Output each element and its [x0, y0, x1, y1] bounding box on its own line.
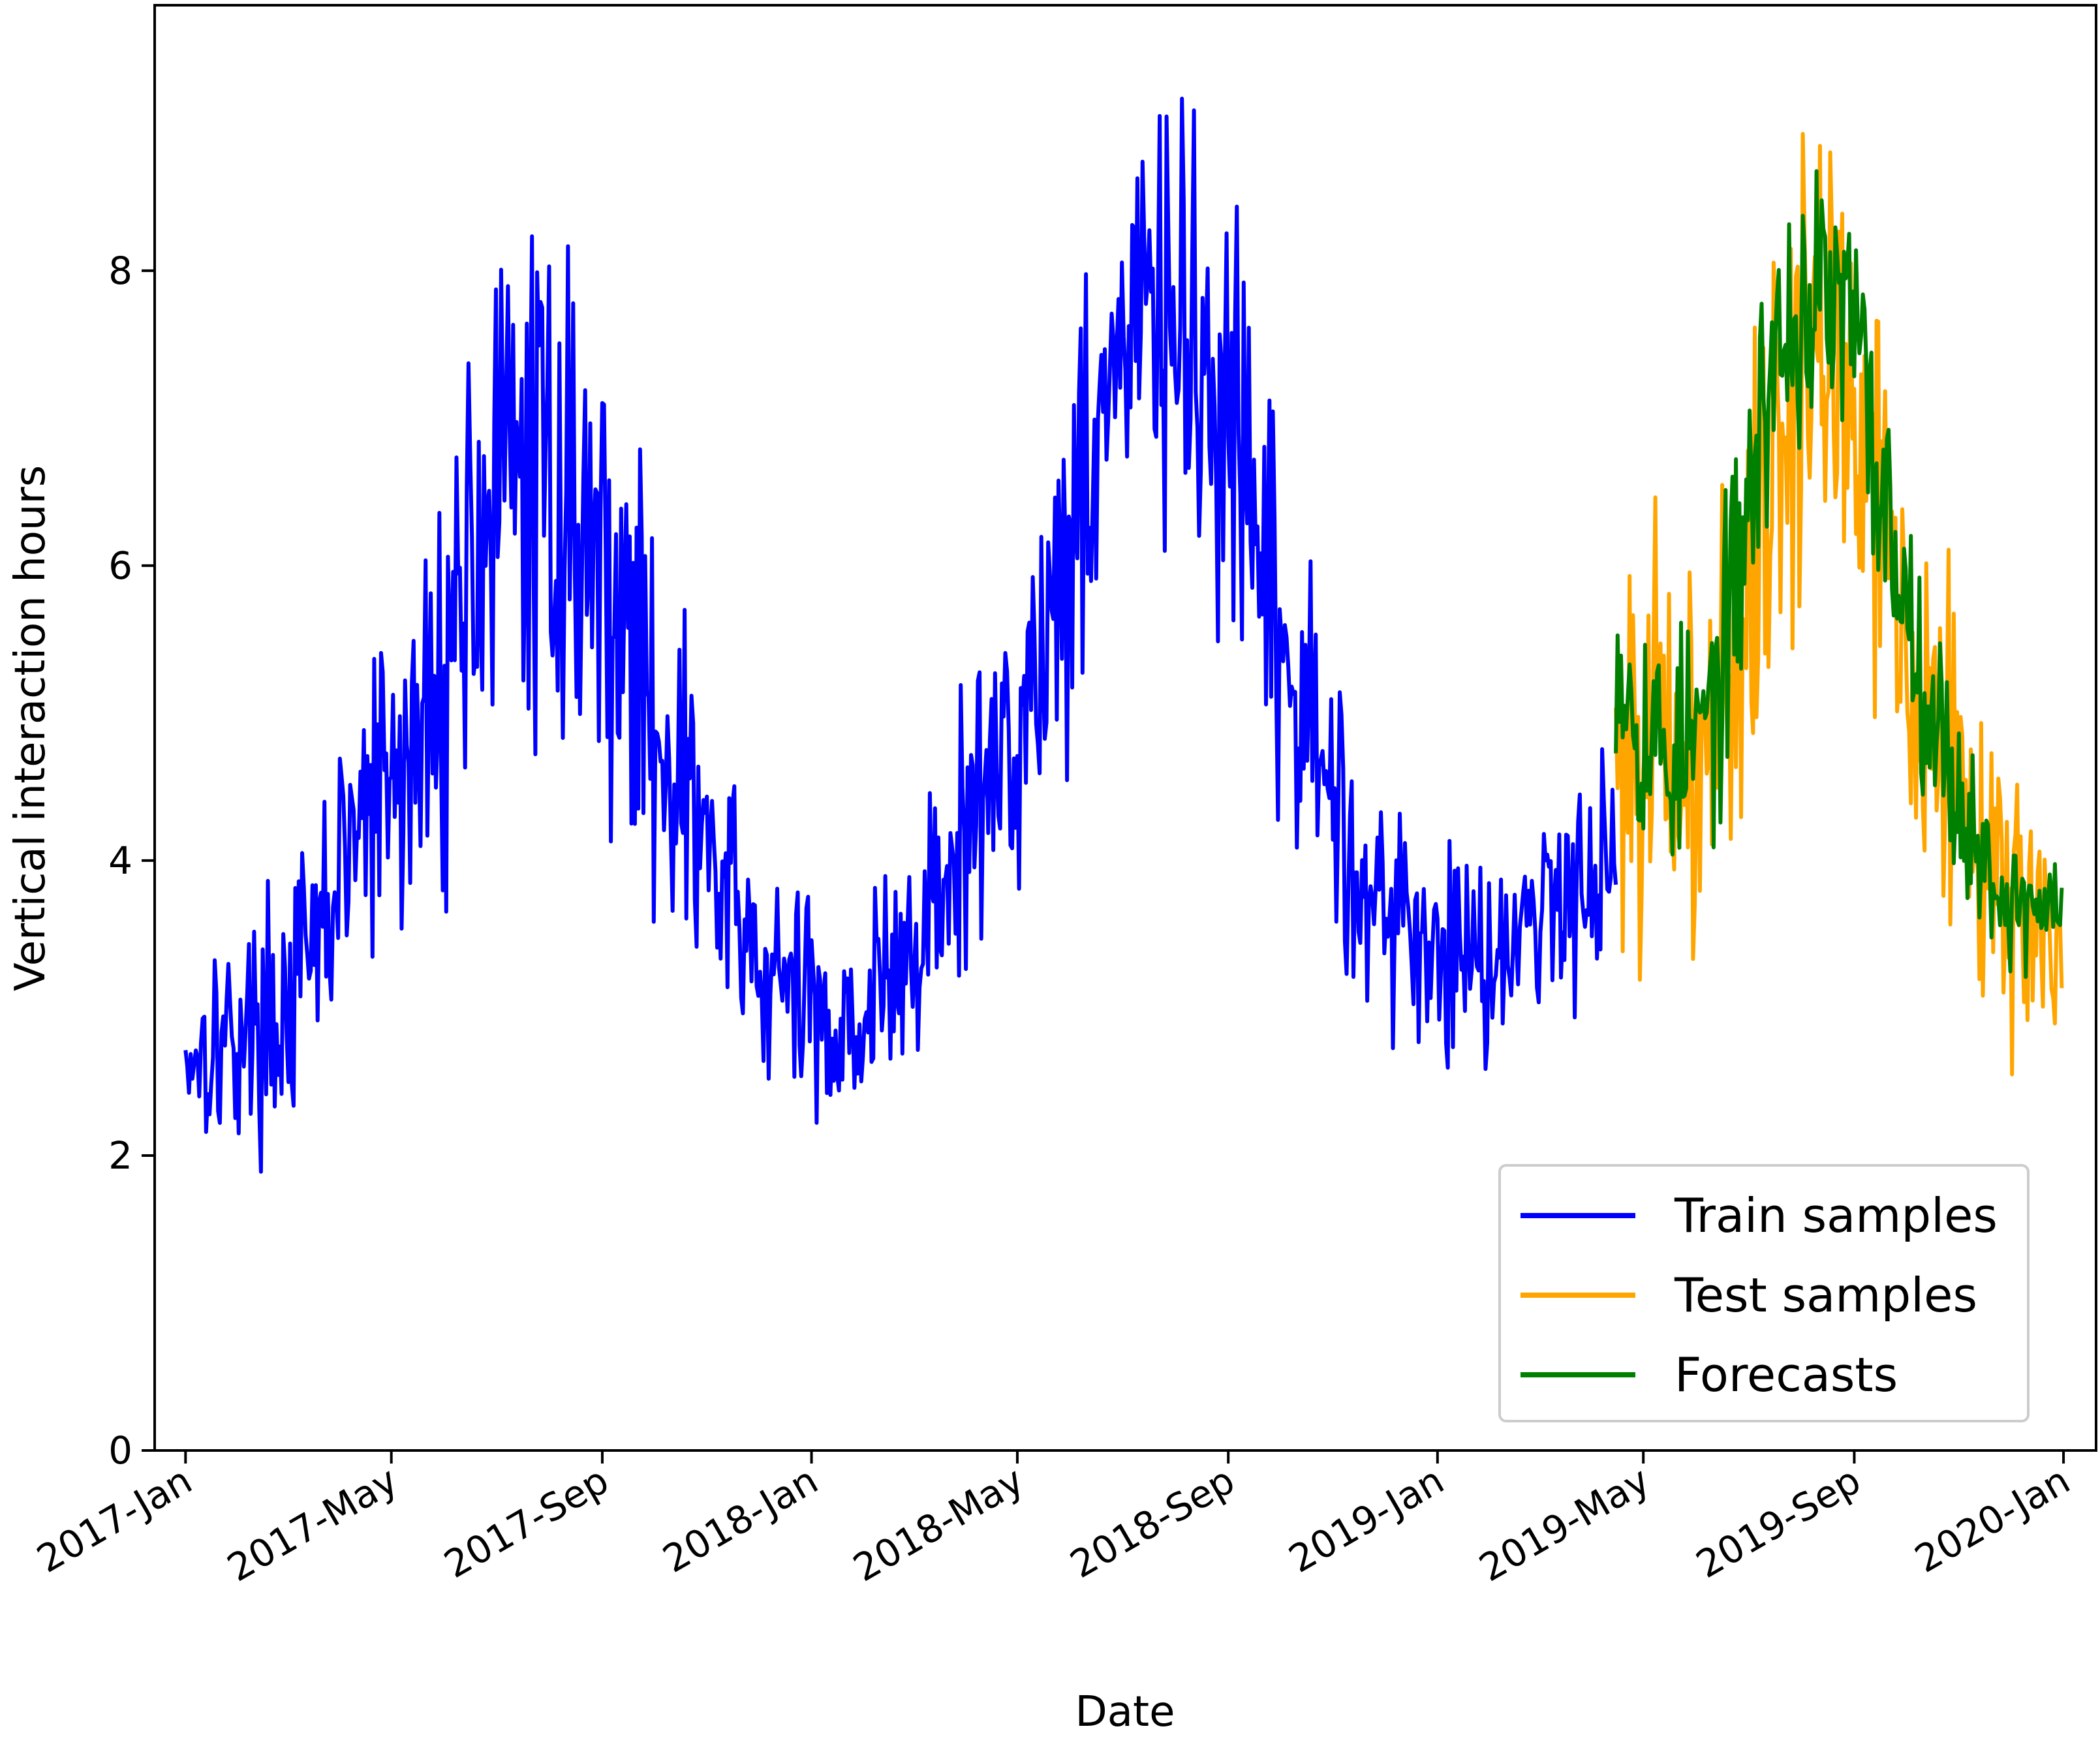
y-tick-label: 8	[108, 249, 132, 293]
legend-label: Train samples	[1674, 1188, 1998, 1243]
y-axis-label: Vertical interaction hours	[7, 465, 55, 991]
plot-frame	[153, 4, 2097, 1452]
series-group	[183, 97, 2064, 1174]
y-tick-label: 6	[108, 544, 132, 588]
y-axis: 0 2 4 6 8	[108, 249, 155, 1473]
y-tick-label: 0	[108, 1428, 132, 1473]
y-tick-label: 2	[108, 1133, 132, 1178]
x-axis-label: Date	[1075, 1688, 1175, 1736]
y-tick-label: 4	[108, 838, 132, 883]
legend-label: Forecasts	[1675, 1347, 1898, 1402]
legend: Train samples Test samples Forecasts	[1498, 1164, 2030, 1422]
legend-frame	[1498, 1164, 2030, 1422]
series-line-forecasts	[1614, 169, 2064, 979]
series-line-train-samples	[183, 97, 1618, 1174]
legend-label: Test samples	[1674, 1268, 1977, 1323]
series-line-test-samples	[1614, 132, 2064, 1077]
